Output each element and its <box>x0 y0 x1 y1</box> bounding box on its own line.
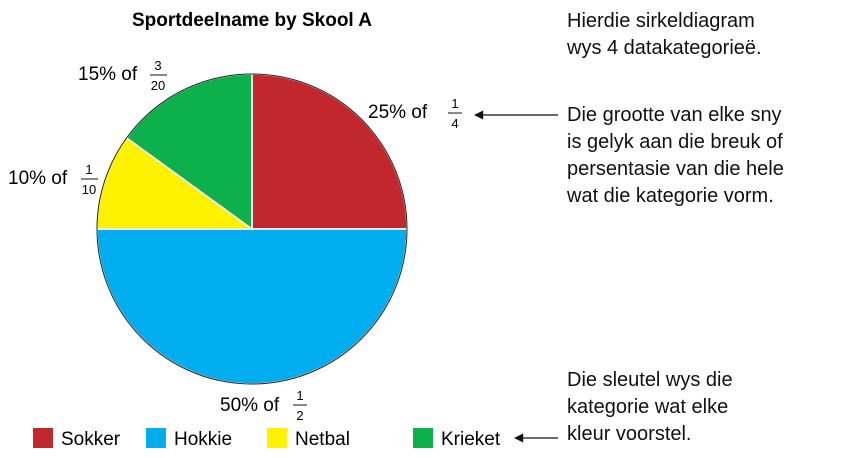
legend-swatch-krieket <box>413 428 433 448</box>
annotation-line: wat die kategorie vorm. <box>567 185 774 207</box>
slice-label-netbal-denominator: 10 <box>82 182 96 197</box>
slice-label-krieket-denominator: 20 <box>151 78 165 93</box>
legend-label-krieket: Krieket <box>441 429 501 450</box>
annotation-line: persentasie van die hele <box>567 158 784 180</box>
annotation-line: wys 4 datakategorieë. <box>567 37 762 59</box>
annotation-pie-description: Hierdie sirkeldiagram wys 4 datakategori… <box>567 8 762 62</box>
slice-label-netbal: 10% of 1 10 <box>8 162 98 197</box>
slice-label-sokker: 25% of 1 4 <box>368 96 462 131</box>
annotation-line: Hierdie sirkeldiagram <box>567 10 755 32</box>
legend-label-hokkie: Hokkie <box>174 429 232 450</box>
pie-slice-sokker <box>251 73 408 230</box>
slice-label-krieket: 15% of 3 20 <box>78 58 167 93</box>
slice-label-netbal-numerator: 1 <box>85 162 92 177</box>
slice-label-sokker-denominator: 4 <box>451 116 458 131</box>
annotation-line: kategorie wat elke <box>567 396 729 418</box>
slice-label-hokkie-numerator: 1 <box>296 388 303 403</box>
annotation-line: Die sleutel wys die <box>567 369 733 391</box>
legend-swatch-netbal <box>267 428 287 448</box>
pie-outline <box>96 73 408 385</box>
annotation-line: kleur voorstel. <box>567 423 692 445</box>
annotation-legend: Die sleutel wys die kategorie wat elke k… <box>567 367 733 448</box>
slice-label-krieket-numerator: 3 <box>154 58 161 73</box>
slice-label-netbal-percent: 10% of <box>8 168 68 189</box>
chart-title: Sportdeelname by Skool A <box>132 10 372 31</box>
legend-swatch-sokker <box>33 428 53 448</box>
slice-label-sokker-numerator: 1 <box>451 96 458 111</box>
slice-label-hokkie-denominator: 2 <box>296 408 303 423</box>
slice-label-hokkie-percent: 50% of <box>220 395 280 416</box>
slice-label-hokkie: 50% of 1 2 <box>220 388 307 423</box>
legend-label-sokker: Sokker <box>61 429 121 450</box>
annotation-line: is gelyk aan die breuk of <box>567 131 783 153</box>
slice-label-krieket-percent: 15% of <box>78 64 138 85</box>
legend: Sokker Hokkie Netbal Krieket <box>33 428 501 450</box>
pie-slice-hokkie <box>96 228 408 385</box>
legend-label-netbal: Netbal <box>295 429 350 450</box>
annotation-slice-size: Die grootte van elke sny is gelyk aan di… <box>567 102 784 210</box>
slice-label-sokker-percent: 25% of <box>368 102 428 123</box>
annotation-line: Die grootte van elke sny <box>567 104 782 126</box>
legend-swatch-hokkie <box>146 428 166 448</box>
